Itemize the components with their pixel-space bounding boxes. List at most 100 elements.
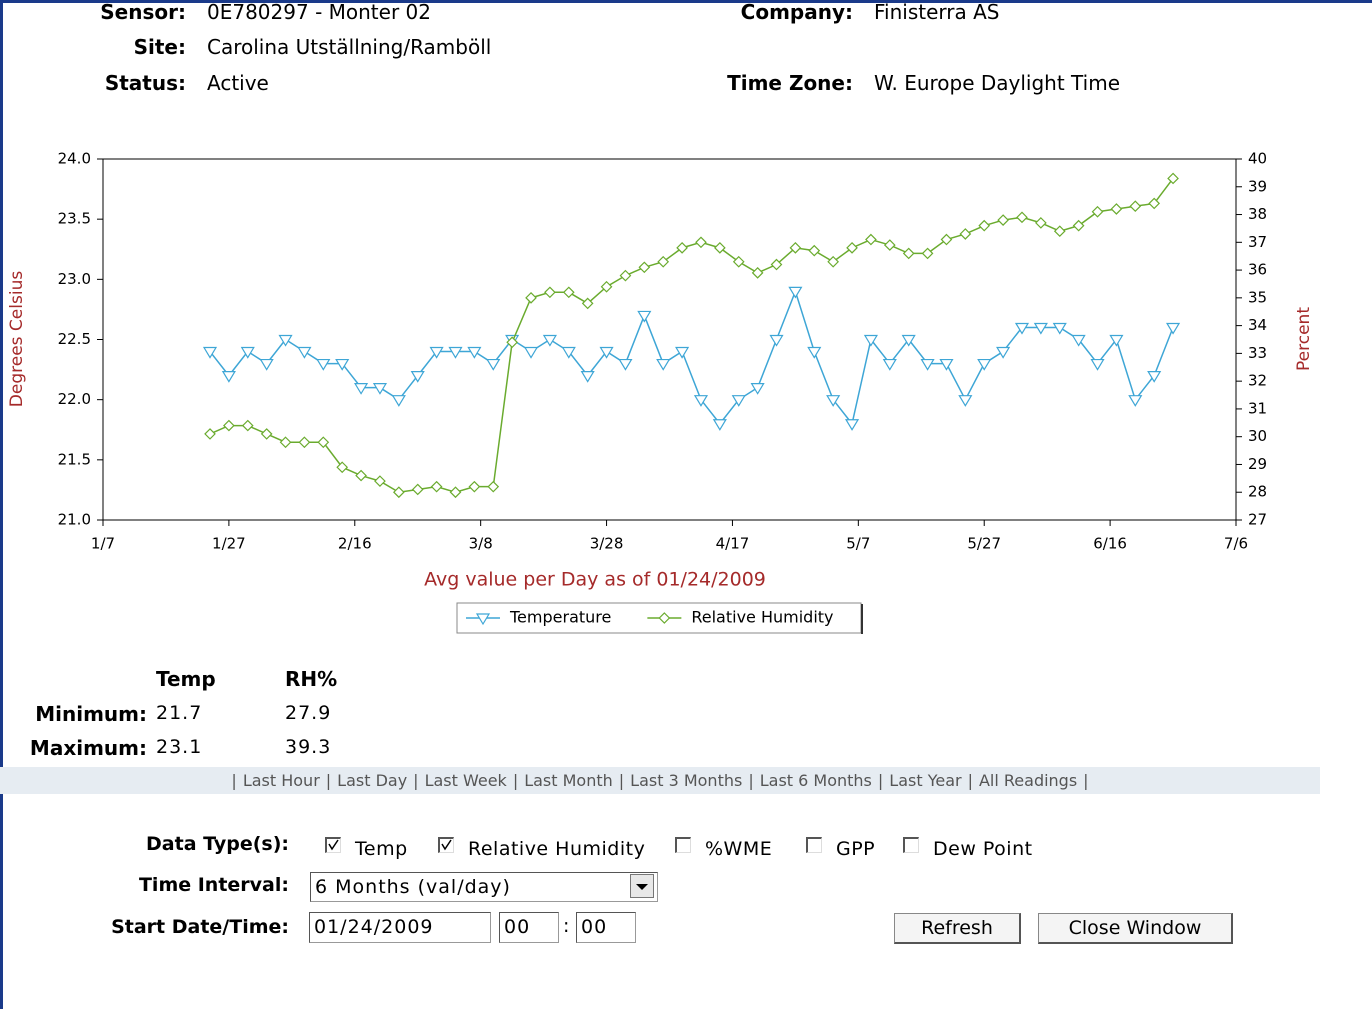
data-point — [714, 242, 726, 254]
data-point — [1014, 322, 1030, 335]
stat-value: 27.9 — [285, 702, 332, 724]
data-point — [202, 346, 218, 359]
checkbox[interactable] — [325, 837, 341, 853]
y-tick-label: 21.0 — [58, 511, 91, 529]
data-point — [807, 346, 822, 359]
data-point — [826, 395, 841, 407]
y2-tick-label: 40 — [1248, 150, 1267, 168]
range-link[interactable]: Last Week — [424, 771, 507, 790]
x-tick-label: 6/16 — [1093, 535, 1127, 553]
data-point — [676, 242, 688, 254]
data-point — [429, 346, 444, 359]
y-tick-label: 22.5 — [58, 330, 91, 348]
data-point — [978, 219, 991, 232]
x-axis-title: Avg value per Day as of 01/24/2009 — [424, 569, 766, 591]
data-point — [693, 395, 709, 407]
date-input[interactable]: 01/24/2009 — [309, 912, 491, 943]
select[interactable]: 6 Months (val/day) — [310, 872, 658, 902]
y2-tick-label: 38 — [1248, 205, 1267, 223]
label: Status: — [104, 71, 186, 95]
data-point — [695, 236, 707, 249]
x-tick-label: 2/16 — [338, 535, 372, 553]
data-point — [751, 267, 764, 279]
y2-tick-label: 39 — [1248, 177, 1267, 195]
y-tick-label: 23.5 — [58, 210, 91, 228]
data-point — [770, 258, 783, 271]
check-mark — [328, 839, 339, 851]
data-point — [638, 261, 651, 274]
y-tick-label: 22.0 — [58, 390, 91, 408]
data-point — [997, 214, 1009, 226]
range-link[interactable]: Last Day — [337, 771, 408, 790]
y-axis-title: Degrees Celsius — [7, 271, 27, 408]
data-point — [750, 383, 765, 395]
value: Finisterra AS — [874, 0, 1000, 24]
window-border — [0, 0, 1372, 3]
range-link[interactable]: Last 3 Months — [630, 771, 743, 790]
range-link[interactable]: Last Year — [889, 771, 962, 790]
range-link[interactable]: All Readings — [978, 771, 1078, 790]
stat-value: 21.7 — [156, 702, 203, 724]
data-point — [221, 371, 236, 383]
close-button[interactable]: Close Window — [1038, 913, 1233, 944]
checkbox-label: Temp — [355, 838, 408, 860]
checkbox[interactable] — [903, 837, 919, 853]
data-point — [637, 310, 652, 323]
data-point — [977, 358, 992, 371]
data-point — [959, 228, 972, 240]
data-point — [940, 233, 953, 246]
data-point — [902, 247, 915, 260]
y2-tick-label: 36 — [1248, 261, 1267, 279]
data-point — [525, 291, 537, 304]
data-point — [223, 419, 235, 432]
checkbox[interactable] — [675, 837, 691, 853]
select-arrow[interactable] — [630, 874, 654, 898]
legend-label: Relative Humidity — [691, 608, 833, 627]
checkbox[interactable] — [438, 837, 454, 853]
x-tick-label: 7/6 — [1224, 535, 1248, 553]
hour-input[interactable]: 00 — [499, 912, 559, 943]
checkbox[interactable] — [806, 837, 822, 853]
separator: | — [1083, 771, 1089, 790]
range-link[interactable]: Last Month — [524, 771, 613, 790]
range-link[interactable]: Last Hour — [242, 771, 320, 790]
value: W. Europe Daylight Time — [874, 71, 1121, 95]
data-point — [657, 255, 670, 268]
refresh-button[interactable]: Refresh — [894, 913, 1021, 944]
checkbox-label: Dew Point — [933, 838, 1033, 860]
data-point — [865, 233, 877, 246]
data-point — [335, 358, 350, 371]
data-point — [1035, 217, 1047, 229]
data-point — [732, 255, 745, 268]
range-link[interactable]: Last 6 Months — [759, 771, 872, 790]
data-point — [467, 346, 482, 359]
label: Company: — [740, 0, 853, 24]
chart: Avg value per Day as of 01/24/2009 Degre… — [7, 150, 1314, 634]
checkbox-label: Relative Humidity — [468, 838, 646, 860]
data-point — [808, 244, 821, 257]
x-tick-label: 1/27 — [212, 535, 246, 553]
data-point — [901, 334, 916, 347]
data-point — [844, 419, 860, 431]
data-point — [241, 419, 254, 432]
y2-axis-title: Percent — [1294, 307, 1314, 371]
stats-table: Temp RH% Minimum: 21.7 27.9 Maximum: 23.1 39.3 — [0, 660, 400, 760]
minute-input[interactable]: 00 — [576, 912, 636, 943]
data-point — [1053, 225, 1066, 238]
checkbox-label: GPP — [836, 838, 876, 860]
form: Data Type(s): Temp Relative Humidity %WME GP… — [0, 820, 1372, 960]
data-point — [523, 346, 539, 359]
data-point — [580, 371, 595, 383]
y2-tick-label: 32 — [1248, 372, 1267, 390]
data-point — [391, 395, 406, 407]
data-point — [297, 346, 312, 359]
data-point — [789, 242, 802, 254]
x-tick-label: 5/7 — [846, 535, 870, 553]
data-point — [958, 395, 973, 407]
data-point — [581, 297, 594, 310]
y2-tick-label: 34 — [1248, 316, 1267, 334]
data-point — [1110, 203, 1123, 215]
data-point — [920, 358, 935, 371]
y2-tick-label: 30 — [1248, 427, 1267, 445]
